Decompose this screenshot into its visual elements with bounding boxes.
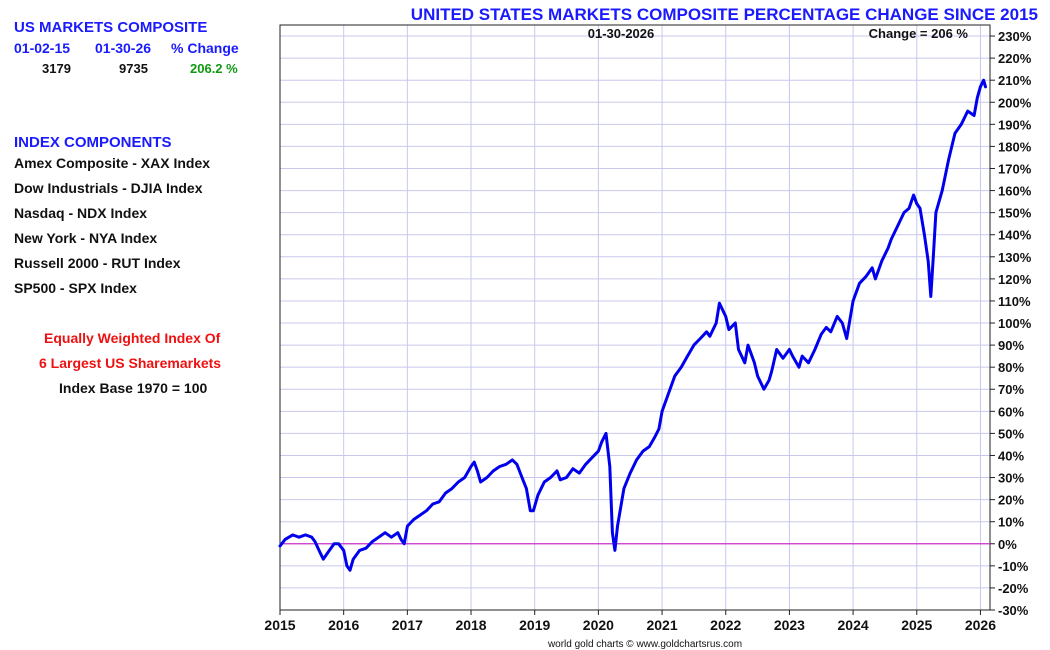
- note-line-2: 6 Largest US Sharemarkets: [39, 355, 222, 371]
- chart-title: UNITED STATES MARKETS COMPOSITE PERCENTA…: [411, 5, 1038, 24]
- y-tick-label: 140%: [998, 228, 1032, 243]
- y-tick-label: 170%: [998, 161, 1032, 176]
- date-label: 01-30-2026: [588, 26, 655, 41]
- y-tick-label: -20%: [998, 581, 1029, 596]
- x-tick-label: 2021: [646, 617, 677, 633]
- x-tick-label: 2023: [774, 617, 805, 633]
- y-tick-label: 30%: [998, 471, 1024, 486]
- col-header-change: % Change: [171, 40, 239, 56]
- x-tick-labels: 2015 2016 2017 2018 2019 2020 2021 2022 2023 2024…: [264, 610, 996, 633]
- x-tick-label: 2015: [264, 617, 295, 633]
- plot-frame: [279, 24, 991, 611]
- change-value: 206.2 %: [190, 61, 238, 76]
- component-item: Russell 2000 - RUT Index: [14, 255, 181, 271]
- y-tick-label: 190%: [998, 117, 1032, 132]
- y-tick-label: 50%: [998, 426, 1024, 441]
- y-tick-label: 60%: [998, 404, 1024, 419]
- x-tick-label: 2016: [328, 617, 359, 633]
- y-tick-label: 100%: [998, 316, 1032, 331]
- y-tick-label: 0%: [998, 537, 1017, 552]
- x-tick-label: 2026: [965, 617, 996, 633]
- x-tick-label: 2025: [901, 617, 932, 633]
- y-tick-label: 150%: [998, 206, 1032, 221]
- x-tick-label: 2018: [455, 617, 486, 633]
- y-tick-label: 90%: [998, 338, 1024, 353]
- component-item: SP500 - SPX Index: [14, 280, 137, 296]
- y-tick-label: -30%: [998, 603, 1029, 618]
- credit-text: world gold charts © www.goldchartsrus.co…: [547, 639, 742, 650]
- x-tick-label: 2017: [392, 617, 423, 633]
- series-line: [278, 78, 987, 572]
- y-tick-label: 70%: [998, 382, 1024, 397]
- x-tick-label: 2019: [519, 617, 550, 633]
- note-line-3: Index Base 1970 = 100: [59, 380, 208, 396]
- component-item: Nasdaq - NDX Index: [14, 205, 148, 221]
- y-tick-label: 40%: [998, 448, 1024, 463]
- y-tick-label: -10%: [998, 559, 1029, 574]
- y-tick-label: 180%: [998, 139, 1032, 154]
- y-tick-label: 130%: [998, 250, 1032, 265]
- y-tick-label: 160%: [998, 184, 1032, 199]
- y-tick-label: 10%: [998, 515, 1024, 530]
- y-tick-label: 110%: [998, 294, 1031, 309]
- col-header-start-date: 01-02-15: [14, 40, 71, 56]
- x-tick-label: 2024: [838, 617, 869, 633]
- y-tick-label: 210%: [998, 73, 1032, 88]
- component-item: New York - NYA Index: [14, 230, 158, 246]
- components-title: INDEX COMPONENTS: [14, 134, 172, 151]
- end-value: 9735: [119, 61, 148, 76]
- component-item: Dow Industrials - DJIA Index: [14, 180, 203, 196]
- note-line-1: Equally Weighted Index Of: [44, 330, 221, 346]
- sidebar-panel: US MARKETS COMPOSITE 01-02-15 01-30-26 %…: [0, 0, 270, 650]
- start-value: 3179: [42, 61, 71, 76]
- y-tick-label: 120%: [998, 272, 1032, 287]
- y-tick-label: 230%: [998, 29, 1032, 44]
- component-item: Amex Composite - XAX Index: [14, 155, 211, 171]
- y-tick-label: 200%: [998, 95, 1032, 110]
- change-label: Change = 206 %: [869, 26, 969, 41]
- y-tick-label: 220%: [998, 51, 1032, 66]
- col-header-end-date: 01-30-26: [95, 40, 152, 56]
- grid: [279, 25, 990, 611]
- y-tick-labels: -30% -20% -10% 0% 10% 20% 30% 40% 50% 60% 70% 80% 90…: [990, 29, 1032, 618]
- x-tick-label: 2020: [583, 617, 614, 633]
- composite-title: US MARKETS COMPOSITE: [14, 19, 208, 36]
- y-tick-label: 80%: [998, 360, 1024, 375]
- y-tick-label: 20%: [998, 493, 1024, 508]
- x-tick-label: 2022: [710, 617, 741, 633]
